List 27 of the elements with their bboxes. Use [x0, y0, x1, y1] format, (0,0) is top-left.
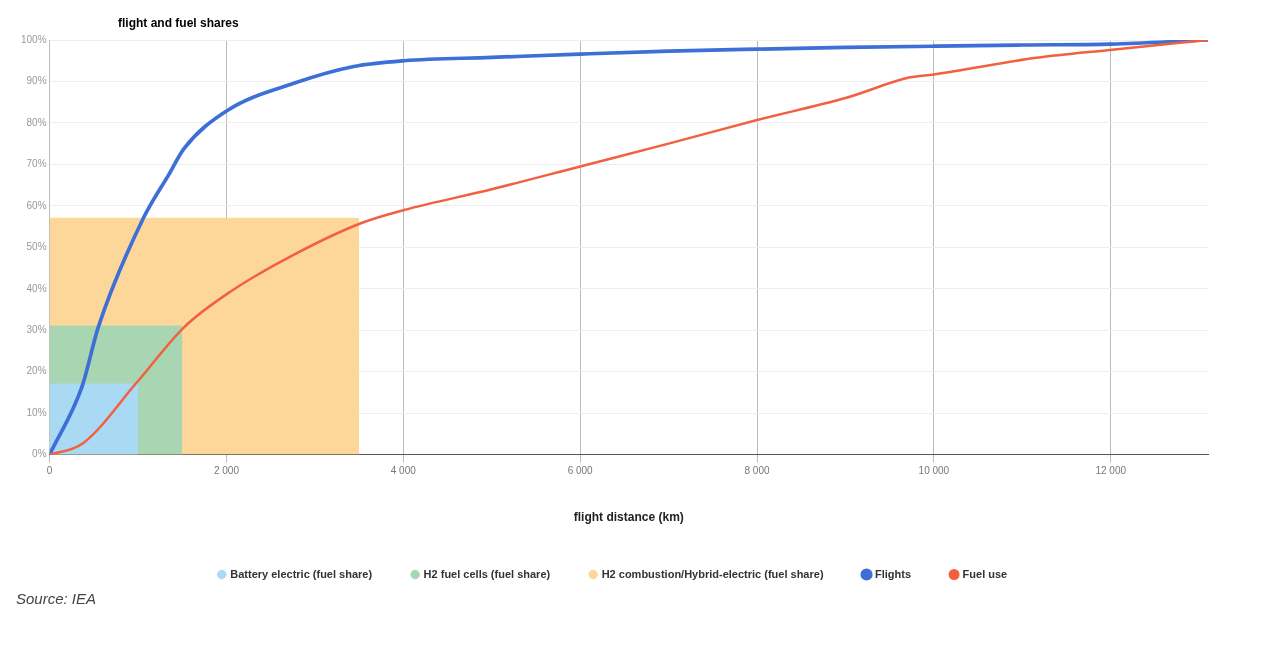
y-tick-label: 70% — [26, 158, 47, 170]
y-tick-label: 80% — [26, 116, 47, 128]
y-tick-label: 60% — [26, 199, 47, 211]
y-tick-label: 100% — [21, 33, 47, 45]
x-axis-title: flight distance (km) — [573, 510, 684, 525]
y-axis-title: flight and fuel shares — [118, 16, 240, 30]
x-tick-label: 12 000 — [1095, 465, 1127, 477]
legend-label: Battery electric (fuel share) — [230, 567, 373, 580]
y-tick-label: 20% — [26, 365, 47, 377]
x-tick-label: 6 000 — [567, 465, 594, 477]
y-tick-label: 40% — [26, 282, 47, 294]
source-note: Source: IEA — [16, 590, 98, 607]
legend-label: H2 combustion/Hybrid-electric (fuel share) — [601, 567, 824, 580]
y-tick-label: 90% — [26, 75, 47, 87]
x-tick-label: 4 000 — [390, 465, 417, 477]
x-tick-label: 8 000 — [744, 465, 770, 477]
y-tick-label: 30% — [26, 323, 47, 335]
y-tick-label: 0% — [32, 448, 47, 460]
line-series — [49, 40, 1208, 455]
x-tick-label: 10 000 — [918, 465, 950, 477]
legend-label: H2 fuel cells (fuel share) — [423, 567, 551, 580]
legend-label: Flights — [875, 567, 912, 580]
y-tick-label: 10% — [26, 406, 47, 418]
legend-label: Fuel use — [962, 567, 1008, 580]
x-tick-label: 0 — [46, 465, 53, 477]
y-tick-label: 50% — [26, 241, 47, 253]
x-tick-label: 2 000 — [213, 465, 240, 477]
